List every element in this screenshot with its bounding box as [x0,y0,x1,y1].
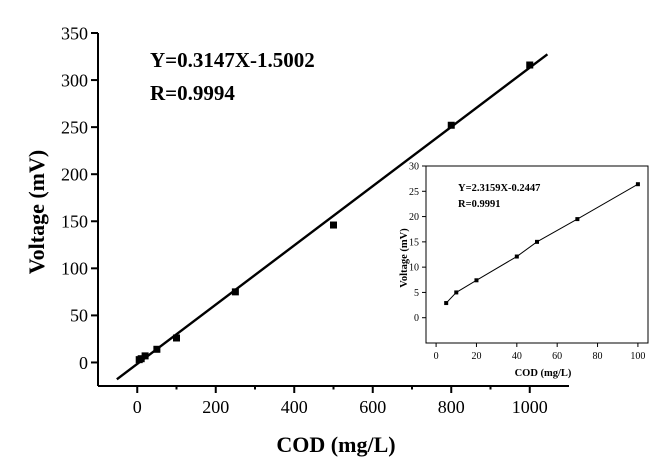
inset-x-tick-label: 0 [434,351,439,362]
inset-data-point [514,254,519,259]
inset-data-point [474,278,479,283]
inset-y-tick-label: 20 [409,212,419,223]
main-data-point [231,288,239,296]
inset-data-point [454,290,459,295]
inset-x-tick-label: 80 [593,351,603,362]
main-data-point [447,121,455,129]
inset-y-tick-label: 25 [409,187,419,198]
inset-data-point [535,239,539,244]
main-fit-line [116,53,549,381]
main-data-point [141,352,149,360]
main-data-point [173,334,180,342]
main-data-point [137,355,145,363]
main-y-tick-label: 0 [79,353,88,373]
inset-x-tick-label: 100 [630,351,645,362]
main-x-tick-label: 0 [133,397,142,417]
main-y-axis-label: Voltage (mV) [24,150,49,274]
inset-y-tick-label: 5 [414,288,419,299]
inset-x-tick-label: 20 [471,351,481,362]
main-y-tick-label: 250 [61,117,88,137]
inset-plot-area: 0 20 40 60 80 100 0 5 10 15 20 25 30 [409,162,649,362]
inset-y-tick-label: 15 [409,237,419,248]
inset-x-tick-label: 60 [552,351,562,362]
inset-equation-annotation: Y=2.3159X-0.2447 [458,183,540,194]
main-y-tick-label: 200 [61,165,88,185]
main-x-tick-label: 200 [202,397,229,417]
inset-data-point [444,301,449,306]
inset-x-axis-label: COD (mg/L) [515,368,572,379]
main-y-tick-label: 300 [61,70,88,90]
main-x-tick-label: 400 [281,397,308,417]
main-y-tick-label: 50 [70,306,88,326]
main-x-axis-label: COD (mg/L) [276,432,395,457]
main-y-tick-label: 100 [61,259,88,279]
inset-r-value-annotation: R=0.9991 [458,199,500,210]
inset-x-tick-label: 40 [512,351,522,362]
main-data-point [526,61,534,69]
inset-frame [425,165,649,344]
main-data-point [153,345,161,353]
inset-y-tick-label: 0 [414,313,419,324]
main-x-tick-label: 1000 [512,397,548,417]
inset-data-point [575,217,580,222]
main-data-point [330,221,337,229]
main-y-tick-label: 150 [61,212,88,232]
inset-y-tick-label: 30 [409,162,419,173]
main-x-tick-label: 800 [438,397,465,417]
inset-y-axis-label: Voltage (mV) [399,228,410,288]
main-x-tick-label: 600 [359,397,386,417]
main-r-value-annotation: R=0.9994 [150,81,235,105]
inset-data-point [635,182,640,187]
main-y-tick-label: 350 [61,23,88,43]
main-equation-annotation: Y=0.3147X-1.5002 [150,48,315,72]
inset-y-tick-label: 10 [409,263,419,274]
